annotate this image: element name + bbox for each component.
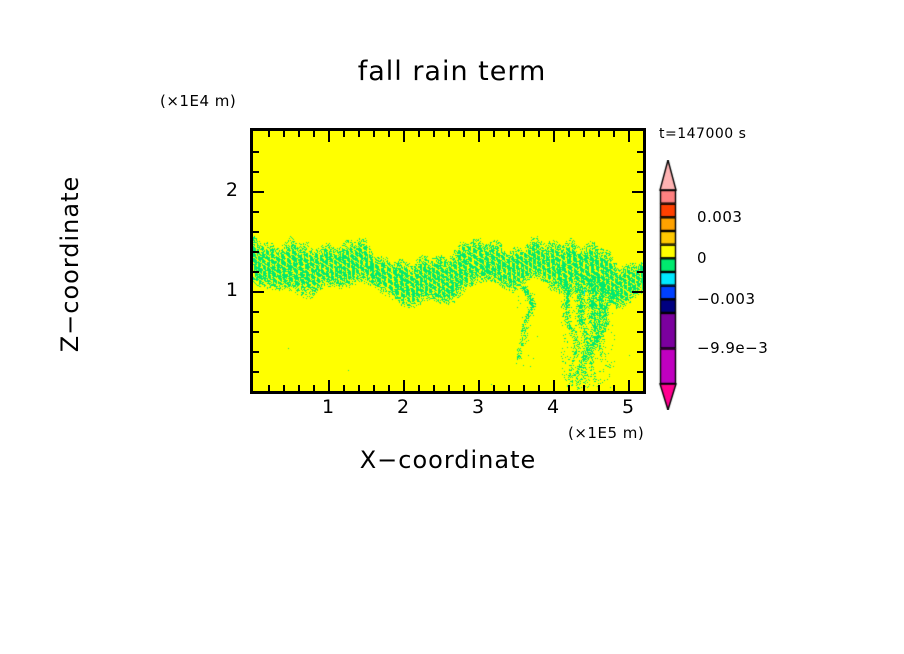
- tick-mark: [463, 131, 465, 137]
- tick-mark: [328, 380, 330, 391]
- tick-mark: [253, 351, 259, 353]
- tick-mark: [313, 131, 315, 137]
- plot-area: [253, 131, 643, 391]
- colorbar-label: 0.003: [697, 208, 743, 227]
- tick-mark: [268, 385, 270, 391]
- tick-mark: [637, 331, 643, 333]
- tick-mark: [253, 211, 259, 213]
- tick-mark: [253, 271, 259, 273]
- tick-mark: [583, 131, 585, 137]
- tick-mark: [253, 291, 264, 293]
- colorbar-swatches: [655, 160, 699, 410]
- tick-mark: [463, 385, 465, 391]
- tick-mark: [598, 131, 600, 137]
- tick-mark: [373, 385, 375, 391]
- tick-mark: [253, 171, 259, 173]
- colorbar-label: −0.003: [697, 290, 756, 309]
- tick-mark: [553, 380, 555, 391]
- tick-mark: [253, 371, 259, 373]
- tick-mark: [637, 251, 643, 253]
- tick-mark: [253, 311, 259, 313]
- x-tick-label: 4: [546, 396, 560, 418]
- tick-mark: [508, 131, 510, 137]
- tick-mark: [637, 171, 643, 173]
- tick-mark: [637, 351, 643, 353]
- time-label: t=147000 s: [659, 126, 747, 142]
- tick-mark: [637, 231, 643, 233]
- tick-mark: [253, 151, 259, 153]
- tick-mark: [283, 131, 285, 137]
- tick-mark: [448, 131, 450, 137]
- tick-mark: [373, 131, 375, 137]
- colorbar-label: 0: [697, 249, 708, 268]
- tick-mark: [343, 385, 345, 391]
- tick-mark: [583, 385, 585, 391]
- tick-mark: [637, 211, 643, 213]
- tick-mark: [388, 385, 390, 391]
- x-tick-label: 1: [321, 396, 335, 418]
- tick-mark: [637, 271, 643, 273]
- tick-mark: [313, 385, 315, 391]
- tick-mark: [628, 131, 630, 142]
- tick-mark: [493, 131, 495, 137]
- y-tick-label: 1: [225, 279, 238, 301]
- tick-mark: [613, 131, 615, 137]
- tick-mark: [298, 385, 300, 391]
- tick-mark: [637, 151, 643, 153]
- tick-mark: [418, 131, 420, 137]
- tick-mark: [433, 131, 435, 137]
- tick-mark: [523, 385, 525, 391]
- tick-mark: [268, 131, 270, 137]
- colorbar-label: −9.9e−3: [697, 339, 769, 358]
- contour-field: [253, 131, 643, 391]
- tick-mark: [632, 291, 643, 293]
- y-axis-title: Z−coordinate: [56, 175, 84, 353]
- tick-mark: [328, 131, 330, 142]
- tick-mark: [523, 131, 525, 137]
- tick-mark: [628, 380, 630, 391]
- tick-mark: [253, 251, 259, 253]
- tick-mark: [478, 380, 480, 391]
- tick-mark: [298, 131, 300, 137]
- x-tick-label: 3: [471, 396, 485, 418]
- page-title: fall rain term: [357, 56, 547, 87]
- tick-mark: [343, 131, 345, 137]
- tick-mark: [403, 380, 405, 391]
- tick-mark: [253, 231, 259, 233]
- tick-mark: [637, 371, 643, 373]
- tick-mark: [637, 311, 643, 313]
- tick-mark: [253, 331, 259, 333]
- x-tick-label: 5: [621, 396, 635, 418]
- tick-mark: [538, 131, 540, 137]
- tick-mark: [418, 385, 420, 391]
- tick-mark: [358, 385, 360, 391]
- x-axis-title: X−coordinate: [359, 446, 537, 474]
- tick-mark: [253, 191, 264, 193]
- tick-mark: [553, 131, 555, 142]
- y-tick-label: 2: [225, 179, 238, 201]
- tick-mark: [538, 385, 540, 391]
- tick-mark: [632, 191, 643, 193]
- tick-mark: [433, 385, 435, 391]
- tick-mark: [358, 131, 360, 137]
- tick-mark: [568, 385, 570, 391]
- y-unit-label: (×1E4 m): [160, 92, 237, 110]
- tick-mark: [598, 385, 600, 391]
- tick-mark: [388, 131, 390, 137]
- tick-mark: [478, 131, 480, 142]
- tick-mark: [493, 385, 495, 391]
- tick-mark: [403, 131, 405, 142]
- tick-mark: [613, 385, 615, 391]
- x-tick-label: 2: [396, 396, 410, 418]
- tick-mark: [283, 385, 285, 391]
- tick-mark: [568, 131, 570, 137]
- tick-mark: [448, 385, 450, 391]
- x-unit-label: (×1E5 m): [568, 424, 645, 442]
- colorbar: [655, 160, 699, 410]
- tick-mark: [508, 385, 510, 391]
